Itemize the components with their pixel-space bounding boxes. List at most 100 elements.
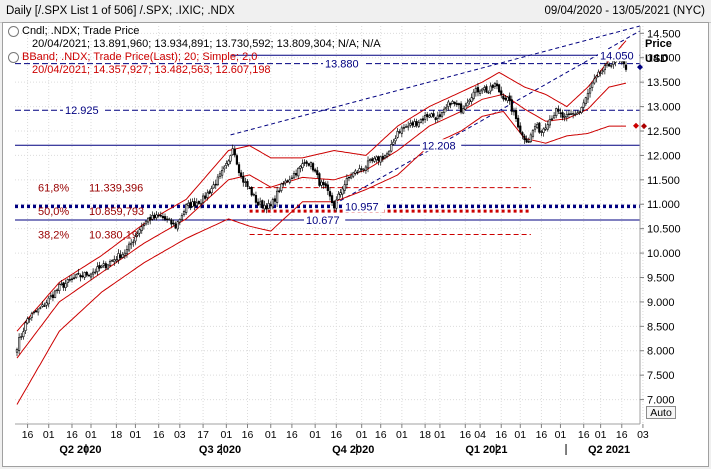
time-tick-label: 16 [286,429,298,441]
price-axis-label: Price [645,38,672,50]
auto-scale-button[interactable]: Auto [646,406,676,419]
candle-body [297,167,300,177]
candle-body [282,183,285,185]
trend-line-lower [333,30,641,205]
candle-body [366,160,370,169]
candle-body [582,102,585,108]
candle-body [377,156,380,162]
candle-body [449,103,452,106]
candle-body [514,110,518,120]
candle-body [195,202,198,206]
candle-body [119,254,122,259]
quarter-label: Q2 2021 [588,444,630,456]
candle-body [115,259,118,262]
candle-body [28,318,31,320]
candle-body [553,115,556,119]
time-tick-label: 01 [85,429,97,441]
candle-body [214,183,217,186]
candle-body [161,215,165,219]
candle-body [369,159,372,162]
candle-body [536,124,539,128]
candle-legend-values: 20/04/2021; 13.891,960; 13.934,891; 13.7… [32,38,381,50]
bband-legend-header: BBand; .NDX; Trade Price(Last); 20; Simp… [22,51,258,63]
candlesticks [15,52,628,357]
candle-body [468,99,471,103]
candle-body [229,155,232,162]
candle-body [85,271,88,276]
time-tick-label: 01 [43,429,55,441]
candle-body [18,337,21,351]
candle-body [201,195,205,203]
candle-body [453,101,456,105]
candle-body [32,311,36,314]
currency-label: USD [645,53,669,65]
candle-body [438,114,442,117]
candle-body [275,190,279,203]
candle-body [149,216,152,221]
candle-body [502,95,505,100]
candle-body [326,184,329,191]
candle-body [147,217,150,223]
candle-body [523,135,526,141]
candle-body [356,172,359,174]
candle-body [187,202,190,206]
candle-body [417,122,420,127]
candle-body [20,336,23,338]
bband-price-marker [641,123,647,130]
time-tick-label: 04 [474,429,486,441]
candle-body [43,305,46,307]
candle-body [47,297,50,305]
candle-body [343,184,346,191]
candle-body [350,175,353,179]
time-tick-label: 18 [419,429,431,441]
candle-body [301,163,304,168]
candle-body [550,118,554,120]
candle-body [81,275,84,277]
candle-body [51,294,55,298]
candle-body [474,88,477,93]
candle-body [495,83,499,87]
time-tick-label: 16 [578,429,590,441]
candle-body [144,220,148,225]
candle-body [72,277,76,279]
fib-label: 61,8% [38,183,69,195]
price-tick-label: 7.500 [647,370,675,382]
candle-body [333,201,336,209]
candle-body [121,254,124,258]
candle-body [381,156,384,160]
candle-body [318,173,321,186]
candle-body [166,218,169,221]
candle-legend: Cndl; .NDX; Trade Price 20/04/2021; 13.8… [8,25,381,77]
candle-body [134,236,137,242]
candle-body [248,187,251,190]
candle-body [388,150,391,155]
candle-body [309,162,313,167]
candle-body [106,264,110,270]
candle-body [100,265,103,268]
chart-area[interactable] [2,22,709,467]
candle-body [330,195,334,204]
candle-body [354,170,357,174]
time-tick-label: 01 [309,429,321,441]
time-tick-label: 03 [174,429,186,441]
candle-body [193,201,196,207]
candle-body [345,178,348,185]
candle-body [170,219,173,225]
price-level-label: 13.880 [325,59,359,71]
candle-body [140,226,143,231]
candle-body [182,211,186,215]
candle-body [506,96,509,101]
candle-body [142,224,145,227]
candle-body [206,192,209,198]
candle-body [189,202,192,208]
candle-body [151,215,154,220]
candle-body [259,201,262,205]
candle-body [529,134,532,142]
candle-body [127,243,131,251]
candle-body [470,97,473,102]
price-labels: 14.050 13.880 12.925 12.208 10.957 10.677 [63,49,640,227]
candle-body [37,308,40,313]
candle-body [347,176,351,179]
candle-body [324,183,327,187]
